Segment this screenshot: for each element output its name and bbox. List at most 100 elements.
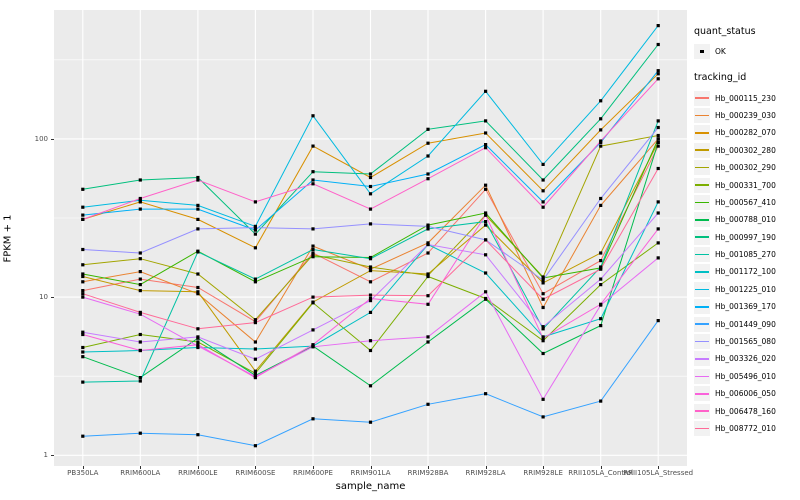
data-point bbox=[599, 117, 603, 121]
data-point bbox=[138, 431, 142, 435]
data-point bbox=[541, 325, 545, 329]
data-point bbox=[484, 146, 488, 150]
data-point bbox=[484, 297, 488, 301]
data-point bbox=[253, 369, 257, 373]
data-point bbox=[81, 355, 85, 359]
data-point bbox=[599, 139, 603, 143]
data-point bbox=[196, 433, 200, 437]
data-point bbox=[311, 244, 315, 248]
data-point bbox=[656, 42, 660, 47]
point-marker-icon bbox=[700, 49, 704, 54]
line-swatch-icon bbox=[695, 236, 709, 238]
data-point bbox=[311, 417, 315, 421]
data-point bbox=[138, 379, 142, 383]
legend-item-Hb_000997_190: Hb_000997_190 bbox=[694, 229, 798, 246]
data-point bbox=[311, 247, 315, 252]
data-point bbox=[368, 175, 373, 180]
y-tick-mark bbox=[51, 455, 54, 457]
legend-key-swatch bbox=[694, 264, 710, 280]
x-tick-mark bbox=[82, 466, 84, 469]
data-point bbox=[196, 175, 200, 180]
data-point bbox=[311, 182, 315, 186]
data-point bbox=[426, 141, 430, 145]
data-point bbox=[656, 211, 660, 215]
data-point bbox=[656, 166, 660, 171]
legend-item-Hb_000331_700: Hb_000331_700 bbox=[694, 176, 798, 193]
line-swatch-icon bbox=[695, 340, 709, 343]
data-point bbox=[368, 269, 373, 273]
x-tick-label: RRIM600LE bbox=[178, 469, 218, 477]
legend-key-swatch bbox=[694, 334, 710, 350]
data-point bbox=[484, 211, 488, 215]
data-point bbox=[196, 335, 200, 339]
x-tick-label: RRIM928LE bbox=[523, 469, 563, 477]
line-swatch-icon bbox=[695, 201, 709, 204]
data-point bbox=[484, 119, 488, 123]
line-swatch-icon bbox=[695, 114, 709, 117]
y-tick-mark bbox=[51, 138, 54, 140]
data-point bbox=[599, 265, 603, 269]
legend-title-tracking-id: tracking_id bbox=[694, 72, 747, 84]
data-point bbox=[196, 207, 200, 211]
legend-key-swatch bbox=[694, 90, 710, 106]
legend-item-label: Hb_003326_020 bbox=[715, 354, 776, 364]
x-tick-label: PB350LA bbox=[67, 469, 99, 477]
data-point bbox=[196, 178, 200, 182]
data-point bbox=[484, 187, 488, 191]
data-point bbox=[656, 119, 660, 123]
data-point bbox=[196, 227, 200, 231]
legend-key-swatch bbox=[694, 351, 710, 367]
legend-key-swatch bbox=[694, 229, 710, 245]
data-point bbox=[138, 207, 142, 211]
data-point bbox=[138, 251, 142, 255]
data-point bbox=[81, 205, 85, 209]
line-swatch-icon bbox=[695, 375, 709, 378]
data-point bbox=[484, 271, 488, 275]
data-point bbox=[196, 343, 200, 347]
legend-item-label: Hb_008772_010 bbox=[715, 424, 776, 433]
data-point bbox=[541, 415, 545, 419]
data-point bbox=[484, 143, 488, 147]
x-tick-mark bbox=[370, 466, 372, 469]
legend-key-point bbox=[694, 44, 710, 60]
data-point bbox=[253, 347, 257, 351]
legend-item-label: Hb_000567_410 bbox=[715, 197, 776, 207]
data-point bbox=[138, 178, 142, 182]
data-point bbox=[253, 340, 257, 344]
line-swatch-icon bbox=[695, 288, 709, 291]
legend-item-label: Hb_000302_280 bbox=[715, 145, 776, 155]
legend-key-swatch bbox=[694, 212, 710, 228]
data-point bbox=[311, 144, 315, 148]
line-swatch-icon bbox=[695, 323, 709, 325]
data-point bbox=[426, 251, 430, 255]
data-point bbox=[196, 285, 200, 290]
data-point bbox=[656, 140, 660, 144]
data-point bbox=[426, 177, 430, 181]
data-point bbox=[656, 137, 660, 141]
data-point bbox=[81, 350, 85, 354]
data-point bbox=[196, 203, 200, 207]
data-point bbox=[484, 253, 488, 257]
data-point bbox=[484, 220, 488, 224]
legend-item-Hb_000302_290: Hb_000302_290 bbox=[694, 159, 798, 176]
data-point bbox=[368, 265, 373, 269]
legend-item-Hb_000302_280: Hb_000302_280 bbox=[694, 142, 798, 159]
legend-item-Hb_001172_100: Hb_001172_100 bbox=[694, 263, 798, 280]
legend-key-swatch bbox=[694, 194, 710, 210]
data-point bbox=[196, 290, 200, 294]
data-point bbox=[426, 274, 430, 279]
data-point bbox=[484, 131, 488, 135]
data-point bbox=[138, 312, 142, 316]
data-point bbox=[196, 327, 200, 331]
legend-item-label: Hb_000331_700 bbox=[715, 180, 776, 190]
data-point bbox=[368, 310, 373, 314]
data-point bbox=[484, 223, 488, 227]
data-point bbox=[253, 376, 257, 380]
data-point bbox=[599, 196, 603, 201]
legend-item-label: Hb_001449_090 bbox=[715, 319, 776, 329]
line-swatch-icon bbox=[695, 149, 709, 152]
legend-key-swatch bbox=[694, 177, 710, 193]
legend-item-label: Hb_000115_230 bbox=[715, 93, 776, 103]
data-point bbox=[541, 336, 545, 340]
